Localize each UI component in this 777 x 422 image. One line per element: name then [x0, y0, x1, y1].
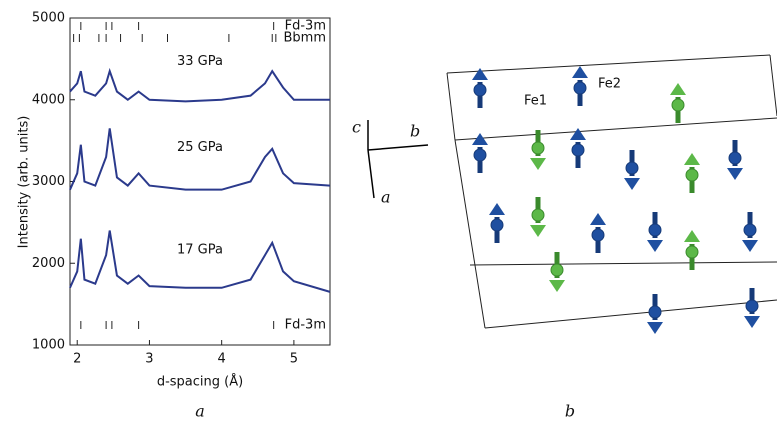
- spin-head: [684, 153, 700, 165]
- axis-a: a: [381, 188, 391, 207]
- spin-head: [570, 128, 586, 140]
- spin-head: [572, 66, 588, 78]
- phase-label: Fd-3m: [285, 318, 326, 333]
- site-label: Fe1: [524, 94, 547, 109]
- site-label: Fe2: [598, 77, 621, 92]
- y-tick-label: 1000: [32, 338, 65, 353]
- spin-head: [549, 280, 565, 292]
- x-tick-label: 5: [290, 352, 298, 367]
- atom: [531, 208, 545, 222]
- panel-label: a: [195, 402, 205, 421]
- atom: [473, 83, 487, 97]
- axes-triad: [367, 120, 429, 199]
- atom: [648, 305, 662, 319]
- atom: [625, 161, 639, 175]
- fit-line: [69, 128, 331, 191]
- x-tick-label: 4: [218, 352, 226, 367]
- atom: [671, 98, 685, 112]
- spin-head: [530, 225, 546, 237]
- phase-label: Bbmm: [284, 31, 327, 46]
- x-axis-label: d-spacing (Å): [157, 374, 243, 390]
- spin-head: [684, 230, 700, 242]
- y-tick-label: 2000: [32, 256, 65, 271]
- series-label: 33 GPa: [177, 54, 223, 69]
- panel-label: b: [565, 402, 575, 421]
- atom: [573, 81, 587, 95]
- atom: [550, 263, 564, 277]
- spin-head: [489, 203, 505, 215]
- y-tick-label: 4000: [32, 92, 65, 107]
- atom: [728, 151, 742, 165]
- atom: [571, 143, 585, 157]
- x-tick-label: 2: [73, 352, 81, 367]
- atom: [743, 223, 757, 237]
- x-tick-label: 3: [145, 352, 153, 367]
- atom: [473, 148, 487, 162]
- atom: [745, 299, 759, 313]
- atom: [490, 218, 504, 232]
- fit-line: [69, 230, 331, 293]
- phase-label: Fd-3m: [285, 19, 326, 34]
- axis-c: c: [352, 118, 361, 137]
- atom: [685, 245, 699, 259]
- spin-head: [624, 178, 640, 190]
- spin-head: [472, 68, 488, 80]
- series-label: 17 GPa: [177, 242, 223, 257]
- spin-head: [647, 240, 663, 252]
- atom: [591, 228, 605, 242]
- atom: [531, 141, 545, 155]
- y-axis-label: Intensity (arb. units): [17, 116, 32, 249]
- atom: [648, 223, 662, 237]
- spin-head: [530, 158, 546, 170]
- spin-head: [472, 133, 488, 145]
- spin-head: [727, 168, 743, 180]
- spin-head: [647, 322, 663, 334]
- crystal-box: [446, 54, 777, 329]
- spin-head: [590, 213, 606, 225]
- atom: [685, 168, 699, 182]
- spin-head: [670, 83, 686, 95]
- fit-line: [69, 67, 330, 103]
- y-tick-label: 5000: [32, 11, 65, 26]
- spin-head: [742, 240, 758, 252]
- series-label: 25 GPa: [177, 140, 223, 155]
- y-tick-label: 3000: [32, 174, 65, 189]
- spin-head: [744, 316, 760, 328]
- axis-b: b: [410, 122, 420, 141]
